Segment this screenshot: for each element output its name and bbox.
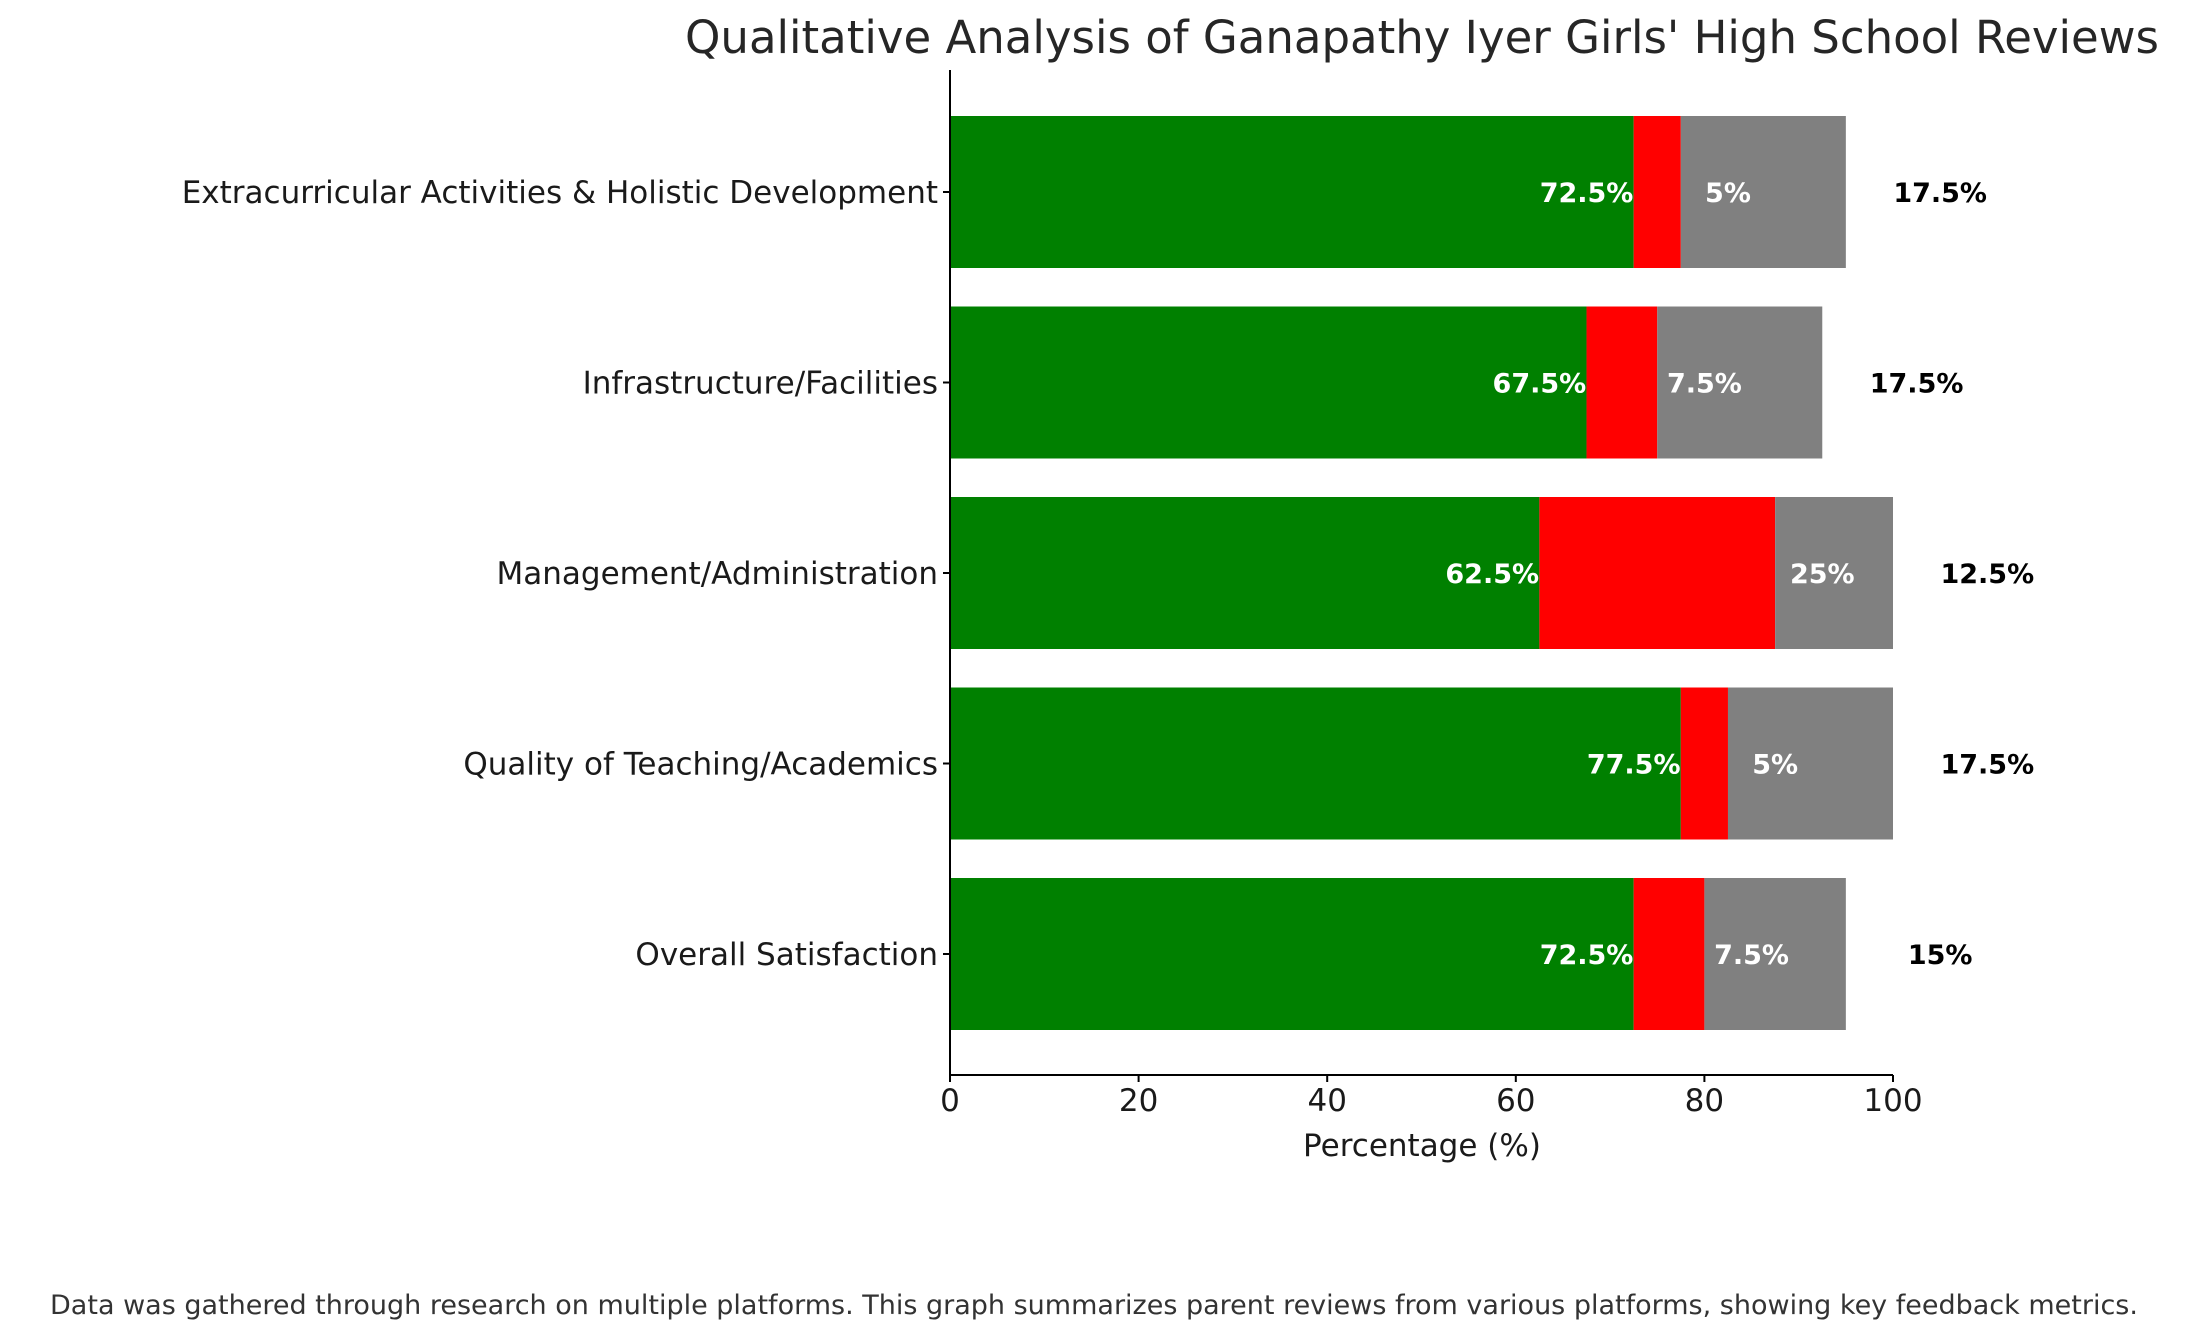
data-label-neutral: 15% <box>1908 940 1973 971</box>
chart-title: Qualitative Analysis of Ganapathy Iyer G… <box>685 11 2159 64</box>
bar-segment-negative <box>1633 878 1705 1030</box>
data-label-negative: 7.5% <box>1714 940 1789 971</box>
data-label-positive: 62.5% <box>1445 559 1539 590</box>
category-label: Overall Satisfaction <box>635 937 938 973</box>
data-label-positive: 77.5% <box>1587 750 1681 781</box>
category-label: Management/Administration <box>497 556 939 592</box>
footnote: Data was gathered through research on mu… <box>50 1290 2138 1321</box>
x-tick-label: 80 <box>1685 1083 1724 1119</box>
x-axis-ticks: 0 20 40 60 80 100 <box>940 1075 1923 1119</box>
bar-segment-positive <box>950 497 1540 649</box>
x-tick-label: 0 <box>940 1083 960 1119</box>
bars-layer <box>950 116 1893 1030</box>
bar-segment-neutral <box>1727 687 1893 840</box>
data-label-negative: 5% <box>1705 178 1751 209</box>
data-label-positive: 72.5% <box>1540 178 1634 209</box>
category-label: Quality of Teaching/Academics <box>463 747 938 783</box>
x-tick-label: 100 <box>1863 1083 1922 1119</box>
data-label-neutral: 17.5% <box>1870 369 1964 400</box>
data-label-negative: 7.5% <box>1667 369 1742 400</box>
category-label: Infrastructure/Facilities <box>583 366 938 402</box>
data-label-positive: 67.5% <box>1493 369 1587 400</box>
bar-segment-positive <box>950 116 1634 268</box>
bar-segment-negative <box>1680 687 1728 840</box>
x-axis-label: Percentage (%) <box>1303 1128 1541 1164</box>
bar-segment-neutral <box>1704 878 1846 1030</box>
bar-segment-negative <box>1539 497 1776 649</box>
data-label-negative: 5% <box>1752 750 1798 781</box>
bar-segment-positive <box>950 306 1587 459</box>
x-tick-label: 40 <box>1307 1083 1346 1119</box>
data-label-positive: 72.5% <box>1540 940 1634 971</box>
bar-segment-neutral <box>1657 306 1823 459</box>
bar-segment-negative <box>1633 116 1681 268</box>
data-label-neutral: 17.5% <box>1940 750 2034 781</box>
bar-segment-positive <box>950 878 1634 1030</box>
bar-segment-neutral <box>1775 497 1893 649</box>
data-label-neutral: 12.5% <box>1940 559 2034 590</box>
x-tick-label: 60 <box>1496 1083 1535 1119</box>
x-tick-label: 20 <box>1119 1083 1158 1119</box>
bar-segment-positive <box>950 687 1681 840</box>
category-label: Extracurricular Activities & Holistic De… <box>182 175 938 211</box>
bar-segment-negative <box>1586 306 1658 459</box>
bar-segment-neutral <box>1680 116 1846 268</box>
data-labels-layer: 72.5% 5% 17.5% 67.5% 7.5% 17.5% 62.5% 25% 12.5% 7… <box>1445 178 2034 971</box>
category-labels-layer: Extracurricular Activities & Holistic De… <box>182 175 950 973</box>
data-label-neutral: 17.5% <box>1893 178 1987 209</box>
data-label-negative: 25% <box>1790 559 1855 590</box>
